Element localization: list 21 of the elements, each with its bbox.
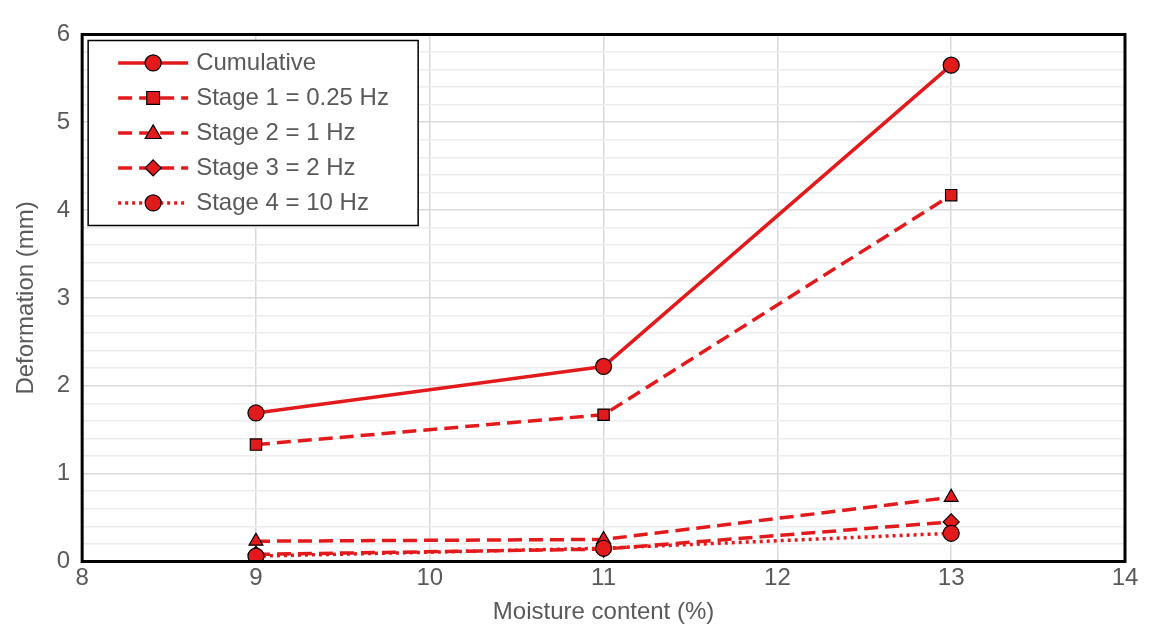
- x-tick-label: 10: [416, 563, 444, 591]
- legend-label: Stage 3 = 2 Hz: [196, 152, 356, 180]
- legend-label: Stage 2 = 1 Hz: [196, 117, 356, 145]
- x-tick-label: 8: [75, 563, 89, 591]
- y-tick-label: 6: [56, 19, 71, 47]
- legend-label: Stage 1 = 0.25 Hz: [196, 82, 389, 110]
- x-tick-label: 12: [764, 563, 791, 591]
- y-tick-label: 3: [56, 282, 71, 310]
- legend-label: Cumulative: [196, 47, 317, 75]
- x-tick-label: 9: [249, 563, 263, 591]
- y-tick-label: 2: [56, 370, 71, 398]
- y-tick-label: 4: [56, 194, 71, 222]
- y-tick-label: 5: [56, 106, 71, 134]
- x-tick-label: 14: [1111, 563, 1139, 591]
- y-tick-label: 1: [56, 458, 71, 486]
- legend-label: Stage 4 = 10 Hz: [196, 187, 369, 215]
- x-tick-label: 11: [591, 563, 617, 591]
- x-axis-title: Moisture content (%): [492, 597, 715, 625]
- x-tick-label: 13: [937, 563, 965, 591]
- y-tick-label: 0: [56, 546, 71, 574]
- y-axis-title: Deformation (mm): [11, 201, 39, 395]
